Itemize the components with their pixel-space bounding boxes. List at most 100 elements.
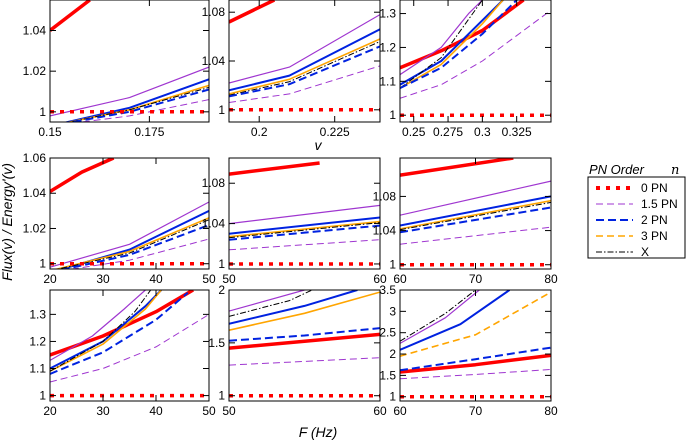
x-axis-label-bottom: F (Hz) [299,424,338,440]
panel-8-line-5 [229,290,313,317]
x-tick-label: 50 [222,404,236,418]
x-tick-label: 70 [469,404,483,418]
panel-7-line-3 [50,290,163,370]
x-tick-label: 50 [222,272,236,286]
panel-4-series [50,158,209,269]
panel-2-line-6 [229,45,380,98]
panel-3-line-6 [400,0,518,89]
y-tick-label: 1 [389,258,396,272]
panel-4: 20 30 40 50 1 1.02 1.04 1.06 [23,151,216,286]
panel-8-line-3 [229,290,358,325]
panel-7-line-6 [50,291,189,375]
y-tick-label: 1.08 [202,176,226,190]
y-axis-label: Flux(v) / Energy'(v) [0,163,15,281]
legend-label: 1.5 PN [641,197,678,211]
panel-9: 60 70 80 1 1.5 2 2.5 3 3.5 [379,283,558,418]
y-tick-label: 1 [39,105,46,119]
y-tick-label: 1.08 [373,189,397,203]
panel-2-line-4 [229,38,380,95]
y-tick-label: 1.04 [202,217,226,231]
panel-7-line-4 [50,290,162,372]
panel-8-line-2 [229,290,305,312]
x-tick-label: 0.225 [320,125,350,139]
panel-4-line-2 [50,201,209,268]
legend-items: 0 PN 1.5 PN 2 PN 3 PN X [596,181,678,259]
x-tick-label: 80 [544,404,558,418]
panel-4-line-1 [50,158,115,193]
panel-8-series [229,290,380,398]
panel-5-series [229,161,380,266]
panel-2-series [229,0,380,112]
legend-label: 2 PN [641,213,668,227]
panel-7-frame [49,289,210,402]
y-tick-label: 3.5 [379,283,396,297]
panel-5-line-6 [229,224,380,241]
panel-4-line-6 [61,224,209,269]
panel-5-frame [228,157,381,270]
panel-6-frame [399,157,552,270]
y-tick-label: 1.2 [29,334,46,348]
panel-9-line-7 [400,368,551,380]
legend: PN Order n 0 PN 1.5 PN 2 PN 3 PN X [587,162,686,259]
legend-title-symbol: n [671,163,679,178]
panel-8-frame [228,289,381,402]
panel-9-line-4 [400,291,551,357]
panel-2-line-2 [229,14,380,84]
x-tick-label: 30 [96,404,110,418]
panel-2-line-1 [229,0,276,24]
panel-6-line-7 [400,226,551,245]
panel-9-line-1 [400,353,551,374]
x-tick-label: 60 [373,272,387,286]
x-tick-label: 0.325 [502,125,532,139]
panel-8-line-1 [229,332,380,350]
panel-3-line-2 [400,0,483,76]
x-tick-label: 0.25 [402,125,426,139]
panel-2: 0.2 0.225 1 1.04 1.08 [202,0,381,139]
y-tick-label: 1.5 [208,336,225,350]
y-tick-label: 2 [218,283,225,297]
panel-9-line-6 [400,346,551,372]
x-tick-label: 0.175 [134,125,164,139]
x-tick-label: 0.275 [433,125,463,139]
panel-3-line-4 [400,0,504,89]
x-tick-label: 40 [149,272,163,286]
panel-4-line-4 [54,217,209,269]
y-tick-label: 1.3 [379,7,396,21]
panel-3-series [400,0,551,117]
y-tick-label: 3 [389,304,396,318]
x-tick-label: 80 [544,272,558,286]
panel-6-line-2 [400,180,551,216]
panel-5-line-2 [229,204,380,225]
y-tick-label: 1 [389,108,396,122]
legend-box [587,176,686,259]
panel-5-line-7 [229,239,380,251]
panel-6: 60 70 80 1 1.04 1.08 [373,157,558,286]
panel-5-line-5 [229,222,380,239]
y-tick-label: 1.1 [379,74,396,88]
panel-8-line-6 [229,327,380,342]
y-tick-label: 1.04 [23,186,47,200]
x-tick-label: 20 [43,404,57,418]
panel-9-series [400,290,551,399]
panel-3-line-7 [400,9,551,99]
y-tick-label: 1 [39,257,46,271]
panel-2-line-3 [229,28,380,92]
x-tick-label: 60 [393,404,407,418]
x-tick-label: 30 [96,272,110,286]
y-tick-label: 1.1 [29,362,46,376]
panel-6-line-3 [400,195,551,227]
y-tick-label: 1 [389,390,396,404]
panel-6-line-1 [400,158,514,177]
x-tick-label: 60 [373,404,387,418]
y-tick-label: 1.04 [373,224,397,238]
y-tick-label: 1 [218,389,225,403]
y-tick-label: 1.04 [202,54,226,68]
legend-label: 0 PN [641,181,668,195]
panel-1-line-3 [63,78,209,122]
y-tick-label: 1.02 [23,221,47,235]
panel-1-series [50,0,209,122]
panel-1-line-6 [67,88,209,122]
y-tick-label: 1.08 [202,5,226,19]
